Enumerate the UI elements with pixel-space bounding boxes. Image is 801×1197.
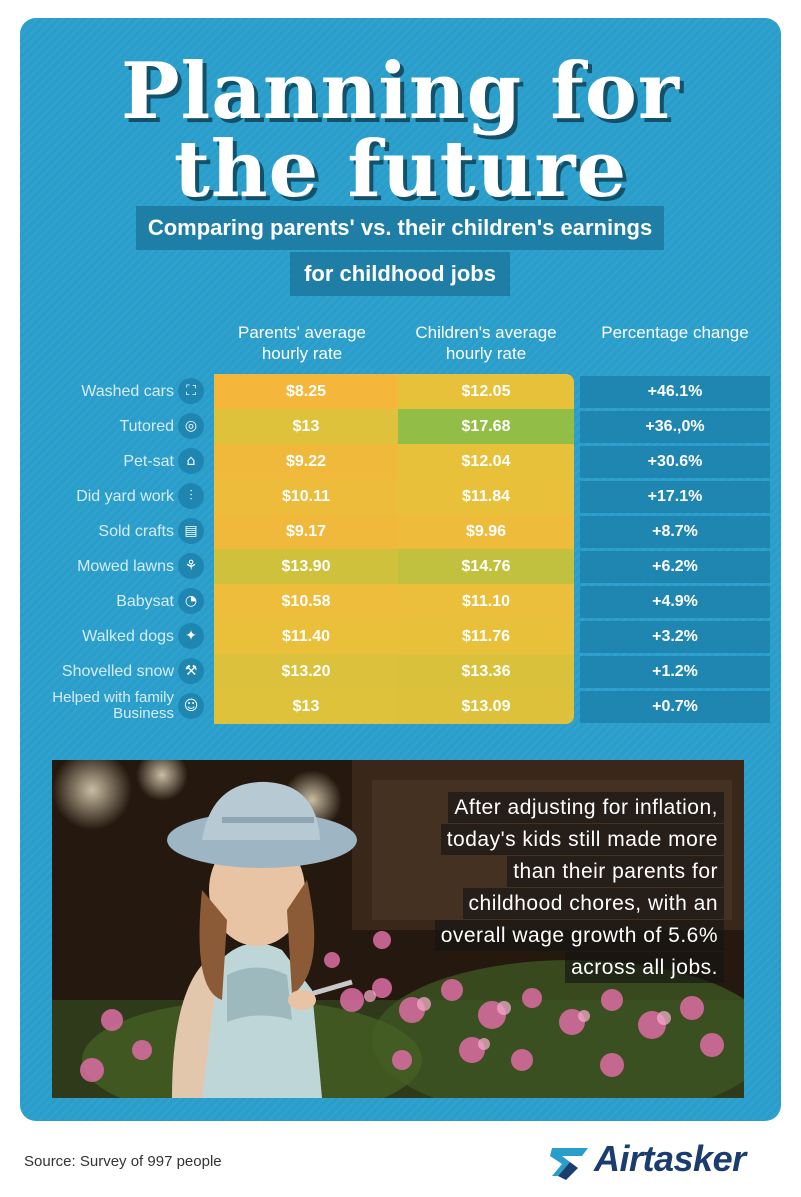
- children-rate-cell: $12.05: [398, 374, 574, 409]
- column-header-children: Children's average hourly rate: [415, 323, 557, 363]
- pet-icon: ⌂: [178, 448, 204, 474]
- airtasker-mark-icon: [550, 1148, 588, 1180]
- row-label: Tutored: [119, 418, 174, 435]
- row-label: Babysat: [116, 593, 174, 610]
- photo-girl-gardening: After adjusting for inflation, today's k…: [52, 760, 744, 1098]
- caption-line-1: After adjusting for inflation,: [448, 792, 724, 823]
- parents-rate-cell: $10.58: [214, 584, 398, 619]
- row-label: Walked dogs: [82, 628, 174, 645]
- row-label: Shovelled snow: [61, 663, 174, 680]
- caption-line-6: across all jobs.: [565, 952, 724, 983]
- bucket-icon: ⛶: [178, 378, 204, 404]
- subtitle-line-2: for childhood jobs: [290, 252, 510, 296]
- parents-rate-cell: $13.90: [214, 549, 398, 584]
- row-label: Did yard work: [76, 488, 174, 505]
- percentage-change-cell: +0.7%: [580, 691, 770, 723]
- caption-line-4: childhood chores, with an: [462, 888, 724, 919]
- caption-line-2: today's kids still made more: [440, 824, 724, 855]
- dog-icon: ✦: [178, 623, 204, 649]
- children-rate-cell: $13.09: [398, 689, 574, 724]
- airtasker-logo[interactable]: Airtasker: [548, 1134, 778, 1184]
- rake-icon: ⫶: [178, 483, 204, 509]
- globe-icon: ◎: [178, 413, 204, 439]
- row-label: Helped with family Business: [52, 689, 174, 722]
- parents-rate-cell: $13.20: [214, 654, 398, 689]
- title-line-2: the future: [173, 124, 628, 215]
- children-rate-cell: $11.84: [398, 479, 574, 514]
- percentage-change-cell: +36.,0%: [580, 411, 770, 443]
- parents-rate-cell: $13: [214, 689, 398, 724]
- stroller-icon: ◔: [178, 588, 204, 614]
- children-rate-cell: $14.76: [398, 549, 574, 584]
- stall-icon: ▤: [178, 518, 204, 544]
- children-rate-cell: $17.68: [398, 409, 574, 444]
- percentage-change-cell: +17.1%: [580, 481, 770, 513]
- column-header-change: Percentage change: [601, 323, 749, 342]
- subtitle-line-1: Comparing parents' vs. their children's …: [136, 206, 664, 250]
- percentage-change-cell: +6.2%: [580, 551, 770, 583]
- children-rate-cell: $11.76: [398, 619, 574, 654]
- row-label: Mowed lawns: [77, 558, 174, 575]
- row-label: Washed cars: [81, 383, 174, 400]
- title-line-1: Planning for: [121, 46, 680, 137]
- row-label: Pet-sat: [123, 453, 174, 470]
- percentage-change-cell: +1.2%: [580, 656, 770, 688]
- caption-line-3: than their parents for: [507, 856, 724, 887]
- family-icon: ☺: [178, 693, 204, 719]
- percentage-change-cell: +46.1%: [580, 376, 770, 408]
- percentage-change-cell: +4.9%: [580, 586, 770, 618]
- children-rate-cell: $13.36: [398, 654, 574, 689]
- parents-rate-cell: $9.17: [214, 514, 398, 549]
- parents-rate-cell: $11.40: [214, 619, 398, 654]
- row-label: Sold crafts: [98, 523, 174, 540]
- lawnmower-icon: ⚘: [178, 553, 204, 579]
- parents-rate-cell: $13: [214, 409, 398, 444]
- shovel-icon: ⚒: [178, 658, 204, 684]
- percentage-change-cell: +30.6%: [580, 446, 770, 478]
- caption-line-5: overall wage growth of 5.6%: [434, 920, 724, 951]
- children-rate-cell: $12.04: [398, 444, 574, 479]
- percentage-change-cell: +3.2%: [580, 621, 770, 653]
- parents-rate-cell: $8.25: [214, 374, 398, 409]
- airtasker-wordmark: Airtasker: [594, 1138, 746, 1179]
- parents-rate-cell: $9.22: [214, 444, 398, 479]
- photo-caption: After adjusting for inflation, today's k…: [434, 792, 724, 984]
- source-note: Source: Survey of 997 people: [24, 1153, 222, 1170]
- column-header-parents: Parents' average hourly rate: [238, 323, 366, 363]
- children-rate-cell: $11.10: [398, 584, 574, 619]
- children-rate-cell: $9.96: [398, 514, 574, 549]
- percentage-change-cell: +8.7%: [580, 516, 770, 548]
- parents-rate-cell: $10.11: [214, 479, 398, 514]
